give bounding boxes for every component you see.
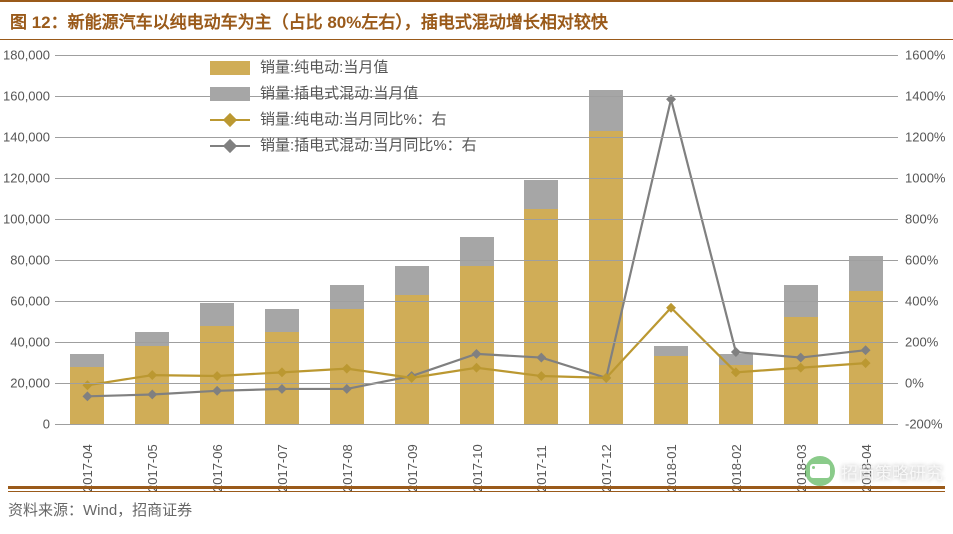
legend-item-pure-ev-bar: 销量:纯电动:当月值 [210, 55, 477, 81]
y-left-tick: 100,000 [0, 212, 50, 227]
legend: 销量:纯电动:当月值 销量:插电式混动:当月值 销量:纯电动:当月同比%：右 销… [210, 55, 477, 159]
line-pure-ev-yoy-marker [147, 370, 157, 380]
y-right-tick: 600% [905, 253, 953, 268]
y-right-tick: 800% [905, 212, 953, 227]
y-left-tick: 80,000 [0, 253, 50, 268]
x-tick-label: 2017-06 [210, 430, 225, 492]
legend-item-phev-bar: 销量:插电式混动:当月值 [210, 81, 477, 107]
y-right-tick: 1000% [905, 171, 953, 186]
line-pure-ev-yoy-marker [277, 367, 287, 377]
y-left-tick: 160,000 [0, 89, 50, 104]
line-pure-ev-yoy-marker [536, 371, 546, 381]
grid-line [55, 342, 898, 343]
legend-label: 销量:纯电动:当月同比%：右 [260, 107, 447, 133]
watermark-text: 招商策略研究 [841, 459, 943, 484]
grid-line [55, 301, 898, 302]
y-right-tick: 400% [905, 294, 953, 309]
y-left-tick: 60,000 [0, 294, 50, 309]
line-phev-yoy-marker [212, 386, 222, 396]
legend-item-pure-ev-line: 销量:纯电动:当月同比%：右 [210, 107, 477, 133]
swatch-icon [210, 87, 250, 101]
y-right-tick: 0% [905, 376, 953, 391]
line-phev-yoy-marker [536, 353, 546, 363]
figure-container: 图 12：新能源汽车以纯电动车为主（占比 80%左右），插电式混动增长相对较快 … [0, 0, 953, 534]
wechat-icon [805, 456, 835, 486]
line-phev-yoy-marker [82, 391, 92, 401]
y-left-tick: 0 [0, 417, 50, 432]
line-phev-yoy-marker [472, 349, 482, 359]
legend-label: 销量:纯电动:当月值 [260, 55, 388, 81]
swatch-line-icon [210, 145, 250, 147]
x-tick-label: 2017-10 [470, 430, 485, 492]
line-phev-yoy-marker [277, 384, 287, 394]
line-phev-yoy-marker [342, 384, 352, 394]
x-tick-label: 2017-12 [599, 430, 614, 492]
legend-label: 销量:插电式混动:当月值 [260, 81, 418, 107]
y-right-tick: -200% [905, 417, 953, 432]
y-left-tick: 40,000 [0, 335, 50, 350]
line-pure-ev-yoy-marker [82, 380, 92, 390]
footer-rule [8, 486, 945, 492]
grid-line [55, 178, 898, 179]
y-left-tick: 180,000 [0, 48, 50, 63]
line-pure-ev-yoy-marker [796, 363, 806, 373]
x-tick-label: 2017-07 [275, 430, 290, 492]
line-phev-yoy-marker [147, 390, 157, 400]
grid-line [55, 383, 898, 384]
line-pure-ev-yoy-marker [342, 364, 352, 374]
x-tick-label: 2018-01 [664, 430, 679, 492]
watermark: 招商策略研究 [805, 456, 943, 486]
grid-line [55, 260, 898, 261]
y-right-tick: 200% [905, 335, 953, 350]
y-right-tick: 1400% [905, 89, 953, 104]
legend-item-phev-line: 销量:插电式混动:当月同比%：右 [210, 133, 477, 159]
line-pure-ev-yoy [87, 308, 865, 385]
grid-line [55, 219, 898, 220]
y-left-tick: 140,000 [0, 130, 50, 145]
swatch-line-icon [210, 119, 250, 121]
figure-title: 图 12：新能源汽车以纯电动车为主（占比 80%左右），插电式混动增长相对较快 [0, 0, 953, 40]
y-left-tick: 120,000 [0, 171, 50, 186]
line-pure-ev-yoy-marker [212, 371, 222, 381]
line-pure-ev-yoy-marker [861, 358, 871, 368]
x-tick-label: 2017-05 [145, 430, 160, 492]
x-tick-label: 2017-04 [80, 430, 95, 492]
line-pure-ev-yoy-marker [472, 363, 482, 373]
line-phev-yoy-marker [861, 345, 871, 355]
x-tick-label: 2017-08 [340, 430, 355, 492]
x-tick-label: 2018-02 [729, 430, 744, 492]
y-right-tick: 1600% [905, 48, 953, 63]
line-phev-yoy-marker [796, 353, 806, 363]
source-text: 资料来源：Wind，招商证券 [8, 499, 192, 520]
y-right-tick: 1200% [905, 130, 953, 145]
y-left-tick: 20,000 [0, 376, 50, 391]
swatch-icon [210, 61, 250, 75]
x-tick-label: 2017-09 [405, 430, 420, 492]
grid-line [55, 424, 898, 425]
line-phev-yoy-marker [731, 347, 741, 357]
legend-label: 销量:插电式混动:当月同比%：右 [260, 133, 477, 159]
x-tick-label: 2017-11 [534, 430, 549, 492]
